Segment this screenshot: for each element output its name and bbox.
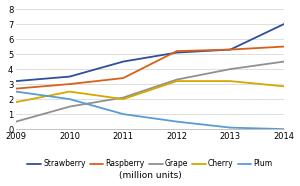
- X-axis label: (million units): (million units): [118, 171, 182, 180]
- Cherry: [282, 85, 286, 87]
- Raspberry: [229, 49, 232, 51]
- Grape: [229, 68, 232, 70]
- Cherry: [68, 90, 71, 93]
- Plum: [229, 126, 232, 129]
- Cherry: [229, 80, 232, 82]
- Raspberry: [282, 45, 286, 48]
- Legend: Strawberry, Raspberry, Grape, Cherry, Plum: Strawberry, Raspberry, Grape, Cherry, Pl…: [27, 159, 273, 168]
- Strawberry: [122, 60, 125, 63]
- Line: Grape: Grape: [16, 62, 284, 122]
- Line: Cherry: Cherry: [16, 81, 284, 102]
- Grape: [175, 78, 178, 81]
- Strawberry: [68, 76, 71, 78]
- Strawberry: [14, 80, 18, 82]
- Raspberry: [14, 87, 18, 90]
- Plum: [14, 90, 18, 93]
- Raspberry: [68, 83, 71, 85]
- Strawberry: [229, 49, 232, 51]
- Cherry: [14, 101, 18, 103]
- Grape: [122, 97, 125, 99]
- Grape: [282, 60, 286, 63]
- Raspberry: [122, 77, 125, 79]
- Grape: [14, 121, 18, 123]
- Line: Plum: Plum: [16, 92, 284, 129]
- Plum: [122, 113, 125, 115]
- Line: Raspberry: Raspberry: [16, 46, 284, 89]
- Plum: [175, 121, 178, 123]
- Cherry: [175, 80, 178, 82]
- Line: Strawberry: Strawberry: [16, 24, 284, 81]
- Strawberry: [282, 23, 286, 25]
- Cherry: [122, 98, 125, 100]
- Plum: [68, 98, 71, 100]
- Grape: [68, 105, 71, 108]
- Raspberry: [175, 50, 178, 52]
- Plum: [282, 128, 286, 130]
- Strawberry: [175, 52, 178, 54]
